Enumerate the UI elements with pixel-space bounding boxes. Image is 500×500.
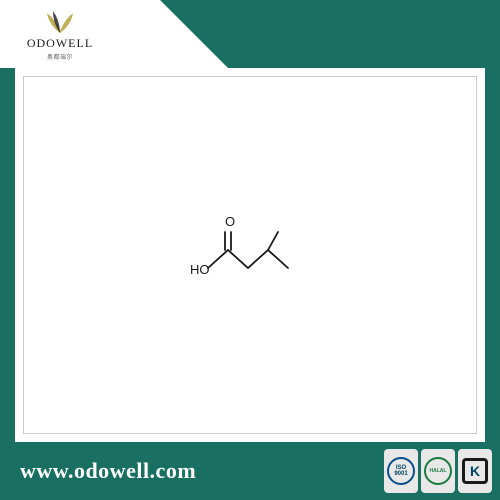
left-band [0,68,15,442]
oxygen-label: O [225,214,235,229]
product-card: ODOWELL 奥都瑞尔 O HO www.odowell.co [0,0,500,500]
cert-iso: ISO 9001 [384,449,418,493]
cert-halal-l1: HALAL [430,468,447,474]
cert-kosher: K [458,449,492,493]
hydroxyl-label: HO [190,262,210,277]
content-panel: O HO [15,68,485,442]
cert-halal: HALAL [421,449,455,493]
brand-subtitle: 奥都瑞尔 [15,52,105,61]
cert-kosher-l1: K [470,463,480,479]
certifications: ISO 9001 HALAL K [384,449,492,493]
brand-name: ODOWELL [15,36,105,51]
brand-logo: ODOWELL 奥都瑞尔 [15,5,105,61]
cert-iso-l2: 9001 [394,471,407,477]
website-url: www.odowell.com [20,458,196,484]
header: ODOWELL 奥都瑞尔 [0,0,500,68]
footer: www.odowell.com ISO 9001 HALAL K [0,442,500,500]
leaf-icon [39,5,81,35]
right-band [485,68,500,442]
content-border: O HO [23,76,477,434]
chemical-structure: O HO [170,210,330,300]
